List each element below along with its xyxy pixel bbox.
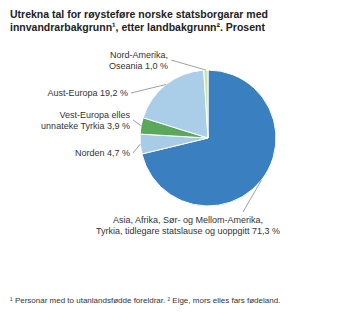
svg-text:Norden 4,7 %: Norden 4,7 % (75, 148, 130, 158)
svg-text:Asia, Afrika, Sør- og Mellom-A: Asia, Afrika, Sør- og Mellom-Amerika,Tyr… (96, 215, 280, 236)
svg-text:Nord-Amerika,Oseania 1,0 %: Nord-Amerika,Oseania 1,0 % (109, 50, 168, 71)
html-text:¹ Personar med to utanlandsfød: ¹ Personar med to utanlandsfødde foreldr… (10, 296, 281, 305)
svg-text:Aust-Europa 19,2 %: Aust-Europa 19,2 % (47, 88, 128, 98)
svg-text:Vest-Europa ellesunnateke Tyrk: Vest-Europa ellesunnateke Tyrkia 3,9 % (41, 110, 130, 131)
html-text:Utrekna tal for røysteføre nor: Utrekna tal for røysteføre norske statsb… (10, 8, 268, 33)
